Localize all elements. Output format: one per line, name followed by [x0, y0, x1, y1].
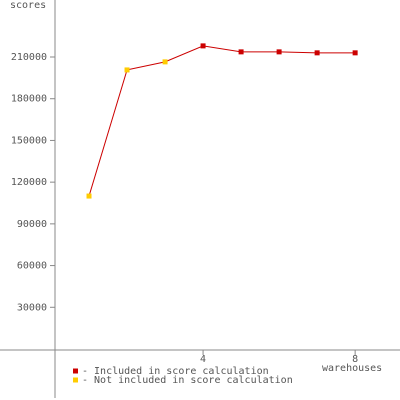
- data-point: [200, 43, 206, 49]
- y-tick-label: 120000: [11, 177, 47, 188]
- data-point: [238, 49, 244, 55]
- data-point: [352, 50, 358, 56]
- y-tick-label: 210000: [11, 52, 47, 63]
- y-tick-label: 30000: [17, 302, 47, 313]
- data-point: [162, 59, 168, 65]
- y-tick-label: 60000: [17, 261, 47, 272]
- data-point: [276, 49, 282, 55]
- y-tick-label: 180000: [11, 94, 47, 105]
- x-tick-label: 4: [200, 354, 206, 365]
- legend-swatch: [73, 377, 78, 383]
- data-point: [124, 67, 130, 73]
- data-line: [88, 45, 356, 197]
- data-point: [86, 193, 92, 199]
- legend-label: - Not included in score calculation: [82, 375, 293, 386]
- y-axis-label: scores: [10, 0, 46, 11]
- legend-label: - Included in score calculation: [82, 366, 269, 377]
- y-tick-label: 90000: [17, 219, 47, 230]
- x-tick-label: 8: [352, 354, 358, 365]
- x-axis-label: warehouses: [322, 363, 382, 374]
- y-tick-label: 150000: [11, 135, 47, 146]
- legend-swatch: [73, 368, 78, 374]
- data-point: [314, 50, 320, 56]
